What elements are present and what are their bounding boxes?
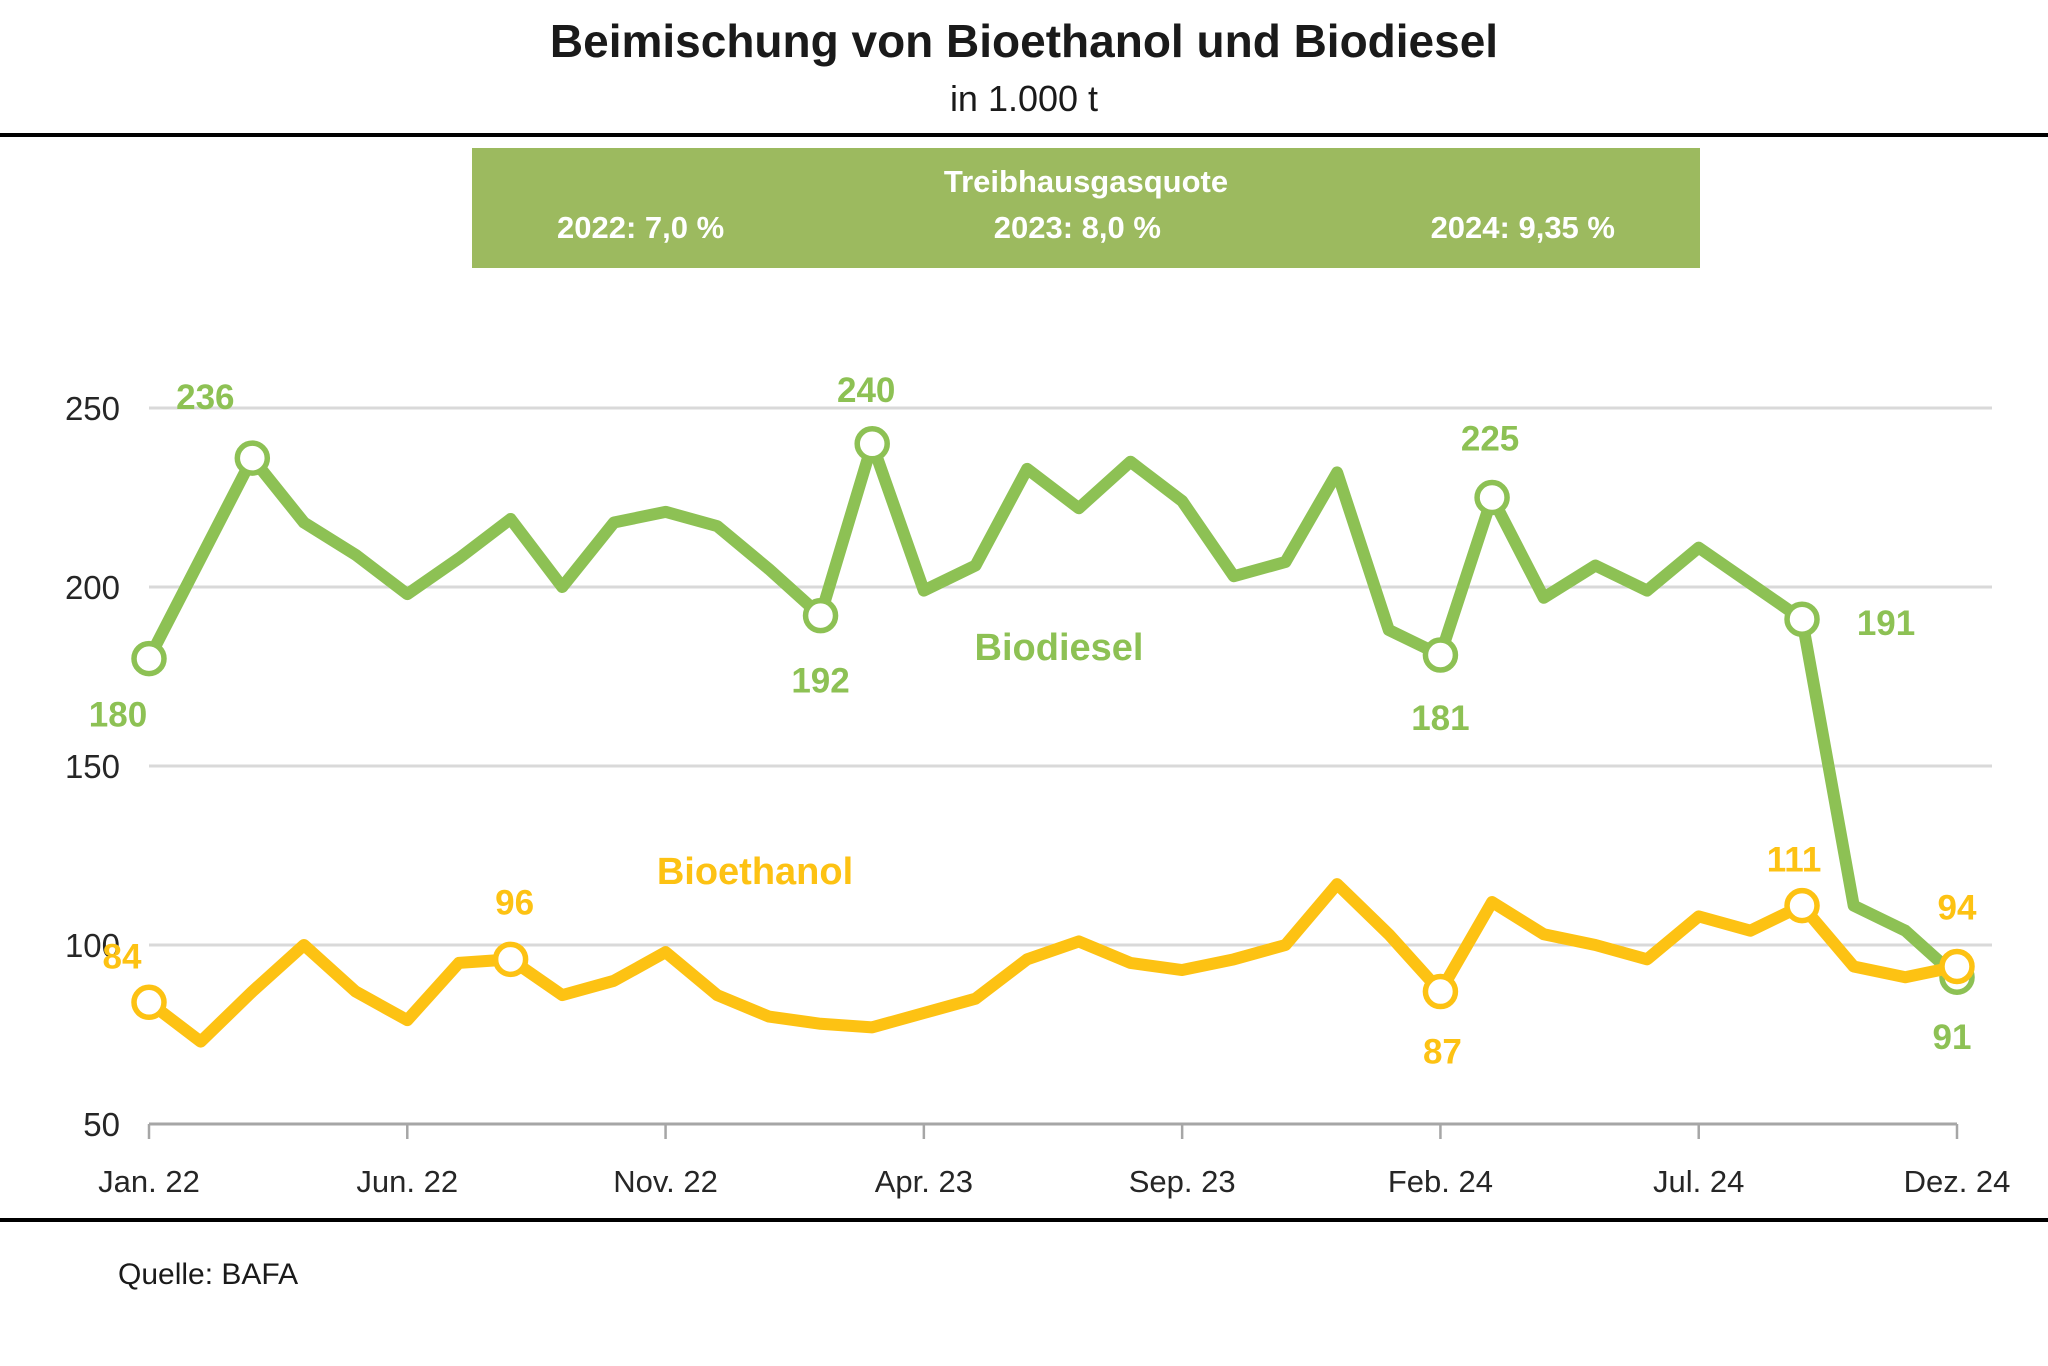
series-label-biodiesel: Biodiesel — [975, 627, 1144, 669]
page-title: Beimischung von Bioethanol und Biodiesel — [549, 15, 1499, 67]
data-label-bioethanol-87: 87 — [1423, 1033, 1462, 1072]
x-tick-label: Apr. 23 — [875, 1164, 973, 1199]
y-tick-label-50: 50 — [83, 1106, 120, 1143]
x-tick-label: Sep. 23 — [1129, 1164, 1236, 1199]
source-note: Quelle: BAFA — [118, 1258, 299, 1291]
quota-banner-values: 2022: 7,0 % 2023: 8,0 % 2024: 9,35 % — [472, 200, 1700, 246]
data-marker-biodiesel-240 — [854, 426, 890, 462]
x-tick-label: Feb. 24 — [1388, 1164, 1493, 1199]
y-tick-label-200: 200 — [65, 569, 120, 606]
bottom-divider — [0, 1218, 2048, 1222]
data-label-biodiesel-192: 192 — [791, 662, 849, 701]
quota-2022: 2022: 7,0 % — [557, 210, 725, 245]
series-line-biodiesel — [143, 437, 1963, 984]
quota-banner: Treibhausgasquote 2022: 7,0 % 2023: 8,0 … — [472, 148, 1700, 268]
data-label-bioethanol-94: 94 — [1938, 888, 1977, 927]
y-tick-label-150: 150 — [65, 748, 120, 785]
data-label-bioethanol-84: 84 — [103, 937, 142, 976]
x-tick-label: Jul. 24 — [1653, 1164, 1744, 1199]
data-label-biodiesel-240: 240 — [837, 371, 895, 410]
data-marker-biodiesel-191 — [1784, 601, 1820, 637]
y-tick-label-250: 250 — [65, 390, 120, 427]
x-tick-label: Jun. 22 — [356, 1164, 458, 1199]
data-label-bioethanol-111: 111 — [1767, 841, 1822, 880]
quota-banner-title: Treibhausgasquote — [943, 164, 1229, 199]
x-tick-label: Jan. 22 — [98, 1164, 200, 1199]
data-label-biodiesel-180: 180 — [89, 696, 147, 735]
y-tick-label-100: 100 — [65, 927, 120, 964]
data-label-biodiesel-236: 236 — [176, 378, 234, 417]
data-marker-biodiesel-180 — [131, 640, 167, 677]
data-marker-bioethanol-111 — [1784, 887, 1820, 924]
data-label-biodiesel-225: 225 — [1461, 420, 1519, 459]
data-label-biodiesel-91: 91 — [1933, 1018, 1972, 1057]
page-subtitle: in 1.000 t — [949, 78, 1099, 119]
data-label-biodiesel-191: 191 — [1857, 604, 1915, 643]
data-marker-biodiesel-181 — [1422, 637, 1459, 673]
data-label-bioethanol-96: 96 — [495, 883, 534, 922]
series-label-bioethanol: Bioethanol — [657, 851, 853, 893]
x-tick-label: Nov. 22 — [613, 1164, 718, 1199]
data-marker-bioethanol-94 — [1939, 948, 1975, 985]
data-marker-bioethanol-87 — [1422, 973, 1459, 1010]
x-tick-label: Dez. 24 — [1904, 1164, 2011, 1199]
top-divider — [0, 133, 2048, 137]
data-marker-bioethanol-96 — [492, 941, 529, 978]
data-label-biodiesel-181: 181 — [1411, 699, 1469, 738]
data-marker-biodiesel-192 — [802, 597, 839, 634]
data-marker-biodiesel-236 — [234, 440, 271, 476]
data-marker-bioethanol-84 — [131, 984, 167, 1021]
quota-2024: 2024: 9,35 % — [1430, 210, 1615, 245]
data-marker-biodiesel-225 — [1474, 479, 1510, 516]
series-line-bioethanol — [143, 878, 1963, 1048]
quota-2023: 2023: 8,0 % — [993, 210, 1161, 245]
